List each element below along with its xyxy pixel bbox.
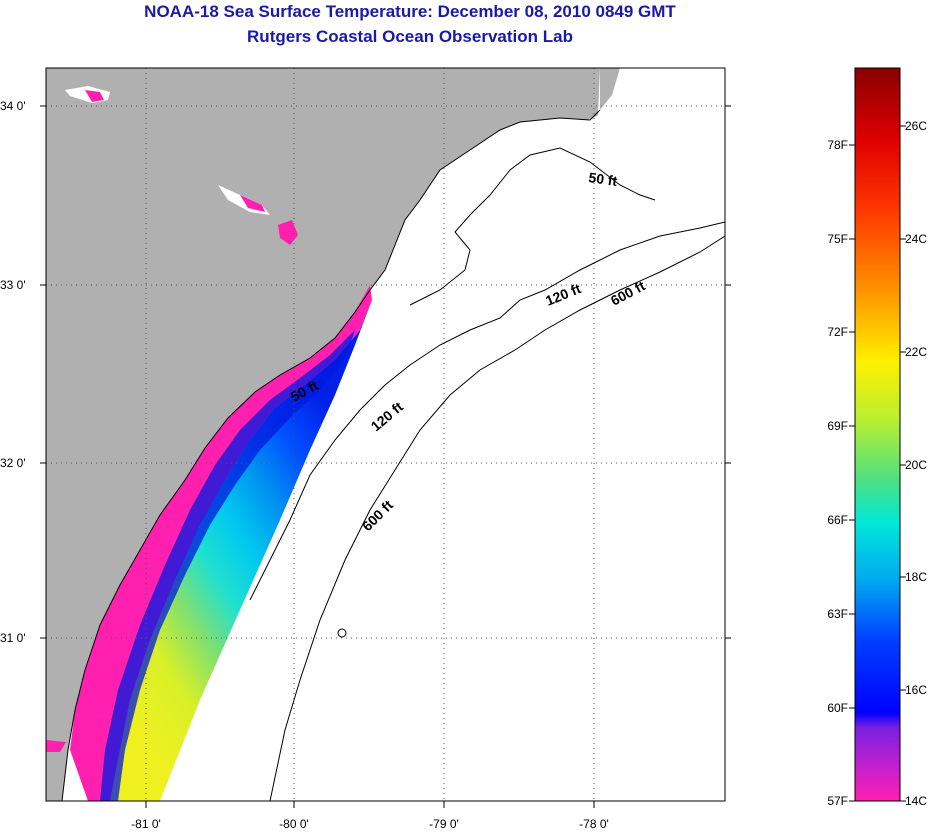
sst-swath [110,300,372,801]
contour-50ft [409,147,656,306]
colorbar-f-69: 69F [827,419,848,433]
colorbar-f-60: 60F [827,701,848,715]
contour-label-50ft-north: 50 ft [588,169,619,189]
contour-600ft [269,235,725,801]
lon-label-78: -78 0' [579,817,609,831]
land-mass [46,68,600,801]
colorbar-c-18: 18C [905,570,927,584]
lon-label-80: -80 0' [279,817,309,831]
colorbar-f-78: 78F [827,138,848,152]
contour-120ft [249,221,725,601]
colorbar-ticks [849,125,906,802]
lon-label-81: -81 0' [131,817,161,831]
colorbar-c-22: 22C [905,345,927,359]
colorbar-f-63: 63F [827,607,848,621]
coastline [61,109,601,801]
colorbar-c-26: 26C [905,119,927,133]
colorbar-c-16: 16C [905,683,927,697]
lat-label-33: 33 0' [0,278,26,292]
lat-label-34: 34 0' [0,99,26,113]
colorbar-f-57: 57F [827,794,848,808]
lat-label-32: 32 0' [0,456,26,470]
colorbar-f-75: 75F [827,232,848,246]
colorbar [854,67,901,802]
colorbar-f-66: 66F [827,513,848,527]
lat-label-31: 31 0' [0,631,26,645]
lon-label-79: -79 0' [429,817,459,831]
colorbar-f-72: 72F [827,325,848,339]
bathymetry-contours [249,147,725,801]
colorbar-c-14: 14C [905,794,927,808]
graticule [46,68,725,801]
map-subtitle: Rutgers Coastal Ocean Observation Lab [247,27,573,46]
colorbar-c-24: 24C [905,232,927,246]
land-mass-ne [615,68,725,150]
colorbar-c-20: 20C [905,458,927,472]
map-frame [45,67,726,802]
sst-pink-band [70,285,372,801]
frame-ticks [40,105,731,808]
map-title: NOAA-18 Sea Surface Temperature: Decembe… [144,2,676,21]
